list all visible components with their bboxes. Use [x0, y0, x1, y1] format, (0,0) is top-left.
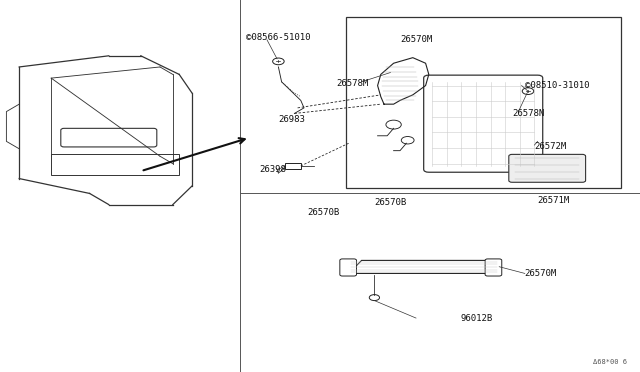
Text: 26572M: 26572M [534, 142, 566, 151]
FancyBboxPatch shape [424, 75, 543, 172]
Bar [51, 154, 179, 175]
Circle shape [401, 137, 414, 144]
Text: ©08566-51010: ©08566-51010 [246, 33, 311, 42]
Circle shape [369, 295, 380, 301]
Circle shape [522, 88, 534, 94]
Text: 96012B: 96012B [461, 314, 493, 323]
FancyBboxPatch shape [340, 259, 356, 276]
Text: 26578M: 26578M [336, 79, 368, 88]
FancyBboxPatch shape [61, 128, 157, 147]
Circle shape [273, 58, 284, 65]
Circle shape [386, 120, 401, 129]
Text: 26570B: 26570B [307, 208, 339, 217]
Text: 26570B: 26570B [374, 198, 406, 207]
Text: ©08510-31010: ©08510-31010 [525, 81, 589, 90]
FancyBboxPatch shape [509, 154, 586, 182]
Text: 26570M: 26570M [400, 35, 432, 44]
Text: 26983: 26983 [278, 115, 305, 124]
Text: 26570M: 26570M [525, 269, 557, 278]
Bar [285, 163, 301, 169]
Text: 26571M: 26571M [538, 196, 570, 205]
Text: 26578N: 26578N [512, 109, 544, 118]
Polygon shape [349, 260, 499, 273]
Text: Δ68*00 6: Δ68*00 6 [593, 359, 627, 365]
FancyBboxPatch shape [485, 259, 502, 276]
Text: 26398: 26398 [259, 165, 286, 174]
FancyBboxPatch shape [346, 17, 621, 188]
